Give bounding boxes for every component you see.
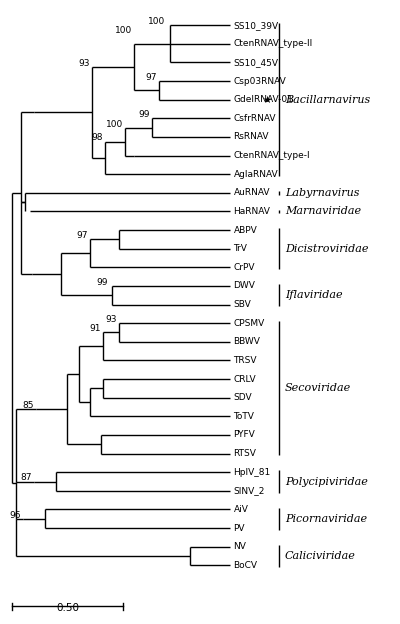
- Text: ABPV: ABPV: [234, 225, 257, 235]
- Text: Labyrnavirus: Labyrnavirus: [285, 188, 359, 198]
- Text: PYFV: PYFV: [234, 431, 255, 439]
- Text: ★: ★: [262, 95, 272, 105]
- Text: Iflaviridae: Iflaviridae: [285, 290, 342, 300]
- Text: CtenRNAV_type-I: CtenRNAV_type-I: [234, 151, 310, 160]
- Text: 100: 100: [148, 17, 166, 26]
- Text: SINV_2: SINV_2: [234, 486, 265, 495]
- Text: CtenRNAV_type-II: CtenRNAV_type-II: [234, 39, 313, 48]
- Text: Picornaviridae: Picornaviridae: [285, 514, 367, 524]
- Text: AglaRNAV: AglaRNAV: [234, 170, 278, 178]
- Text: 97: 97: [76, 232, 88, 240]
- Text: SBV: SBV: [234, 300, 251, 309]
- Text: HpIV_81: HpIV_81: [234, 468, 271, 477]
- Text: RsRNAV: RsRNAV: [234, 132, 269, 142]
- Text: TRSV: TRSV: [234, 356, 257, 365]
- Text: Polycipiviridae: Polycipiviridae: [285, 477, 368, 487]
- Text: CPSMV: CPSMV: [234, 319, 265, 328]
- Text: 100: 100: [115, 26, 132, 36]
- Text: SDV: SDV: [234, 393, 252, 402]
- Text: Secoviridae: Secoviridae: [285, 383, 351, 393]
- Text: SS10_45V: SS10_45V: [234, 58, 278, 67]
- Text: Csp03RNAV: Csp03RNAV: [234, 77, 286, 85]
- Text: AiV: AiV: [234, 505, 248, 514]
- Text: Dicistroviridae: Dicistroviridae: [285, 243, 368, 254]
- Text: 93: 93: [105, 315, 116, 324]
- Text: BoCV: BoCV: [234, 561, 258, 570]
- Text: BBWV: BBWV: [234, 338, 260, 346]
- Text: Marnaviridae: Marnaviridae: [285, 207, 361, 217]
- Text: CrPV: CrPV: [234, 263, 255, 272]
- Text: 97: 97: [145, 73, 156, 82]
- Text: 93: 93: [78, 59, 90, 68]
- Text: 100: 100: [106, 120, 123, 129]
- Text: NV: NV: [234, 542, 246, 551]
- Text: 91: 91: [89, 324, 101, 333]
- Text: DWV: DWV: [234, 281, 255, 290]
- Text: SS10_39V: SS10_39V: [234, 21, 278, 29]
- Text: AuRNAV: AuRNAV: [234, 188, 270, 197]
- Text: 87: 87: [20, 474, 32, 482]
- Text: 96: 96: [9, 510, 21, 520]
- Text: CsfrRNAV: CsfrRNAV: [234, 114, 276, 123]
- Text: Caliciviridae: Caliciviridae: [285, 551, 356, 561]
- Text: Bacillarnavirus: Bacillarnavirus: [285, 95, 370, 105]
- Text: 85: 85: [22, 401, 34, 410]
- Text: 0.50: 0.50: [56, 603, 79, 613]
- Text: TrV: TrV: [234, 244, 247, 253]
- Text: CRLV: CRLV: [234, 374, 256, 384]
- Text: ToTV: ToTV: [234, 412, 254, 421]
- Text: 99: 99: [138, 110, 150, 119]
- Text: PV: PV: [234, 524, 245, 532]
- Text: 98: 98: [92, 134, 103, 142]
- Text: 99: 99: [96, 278, 108, 287]
- Text: HaRNAV: HaRNAV: [234, 207, 270, 216]
- Text: GdelRNAV-01: GdelRNAV-01: [234, 95, 293, 104]
- Text: RTSV: RTSV: [234, 449, 256, 458]
